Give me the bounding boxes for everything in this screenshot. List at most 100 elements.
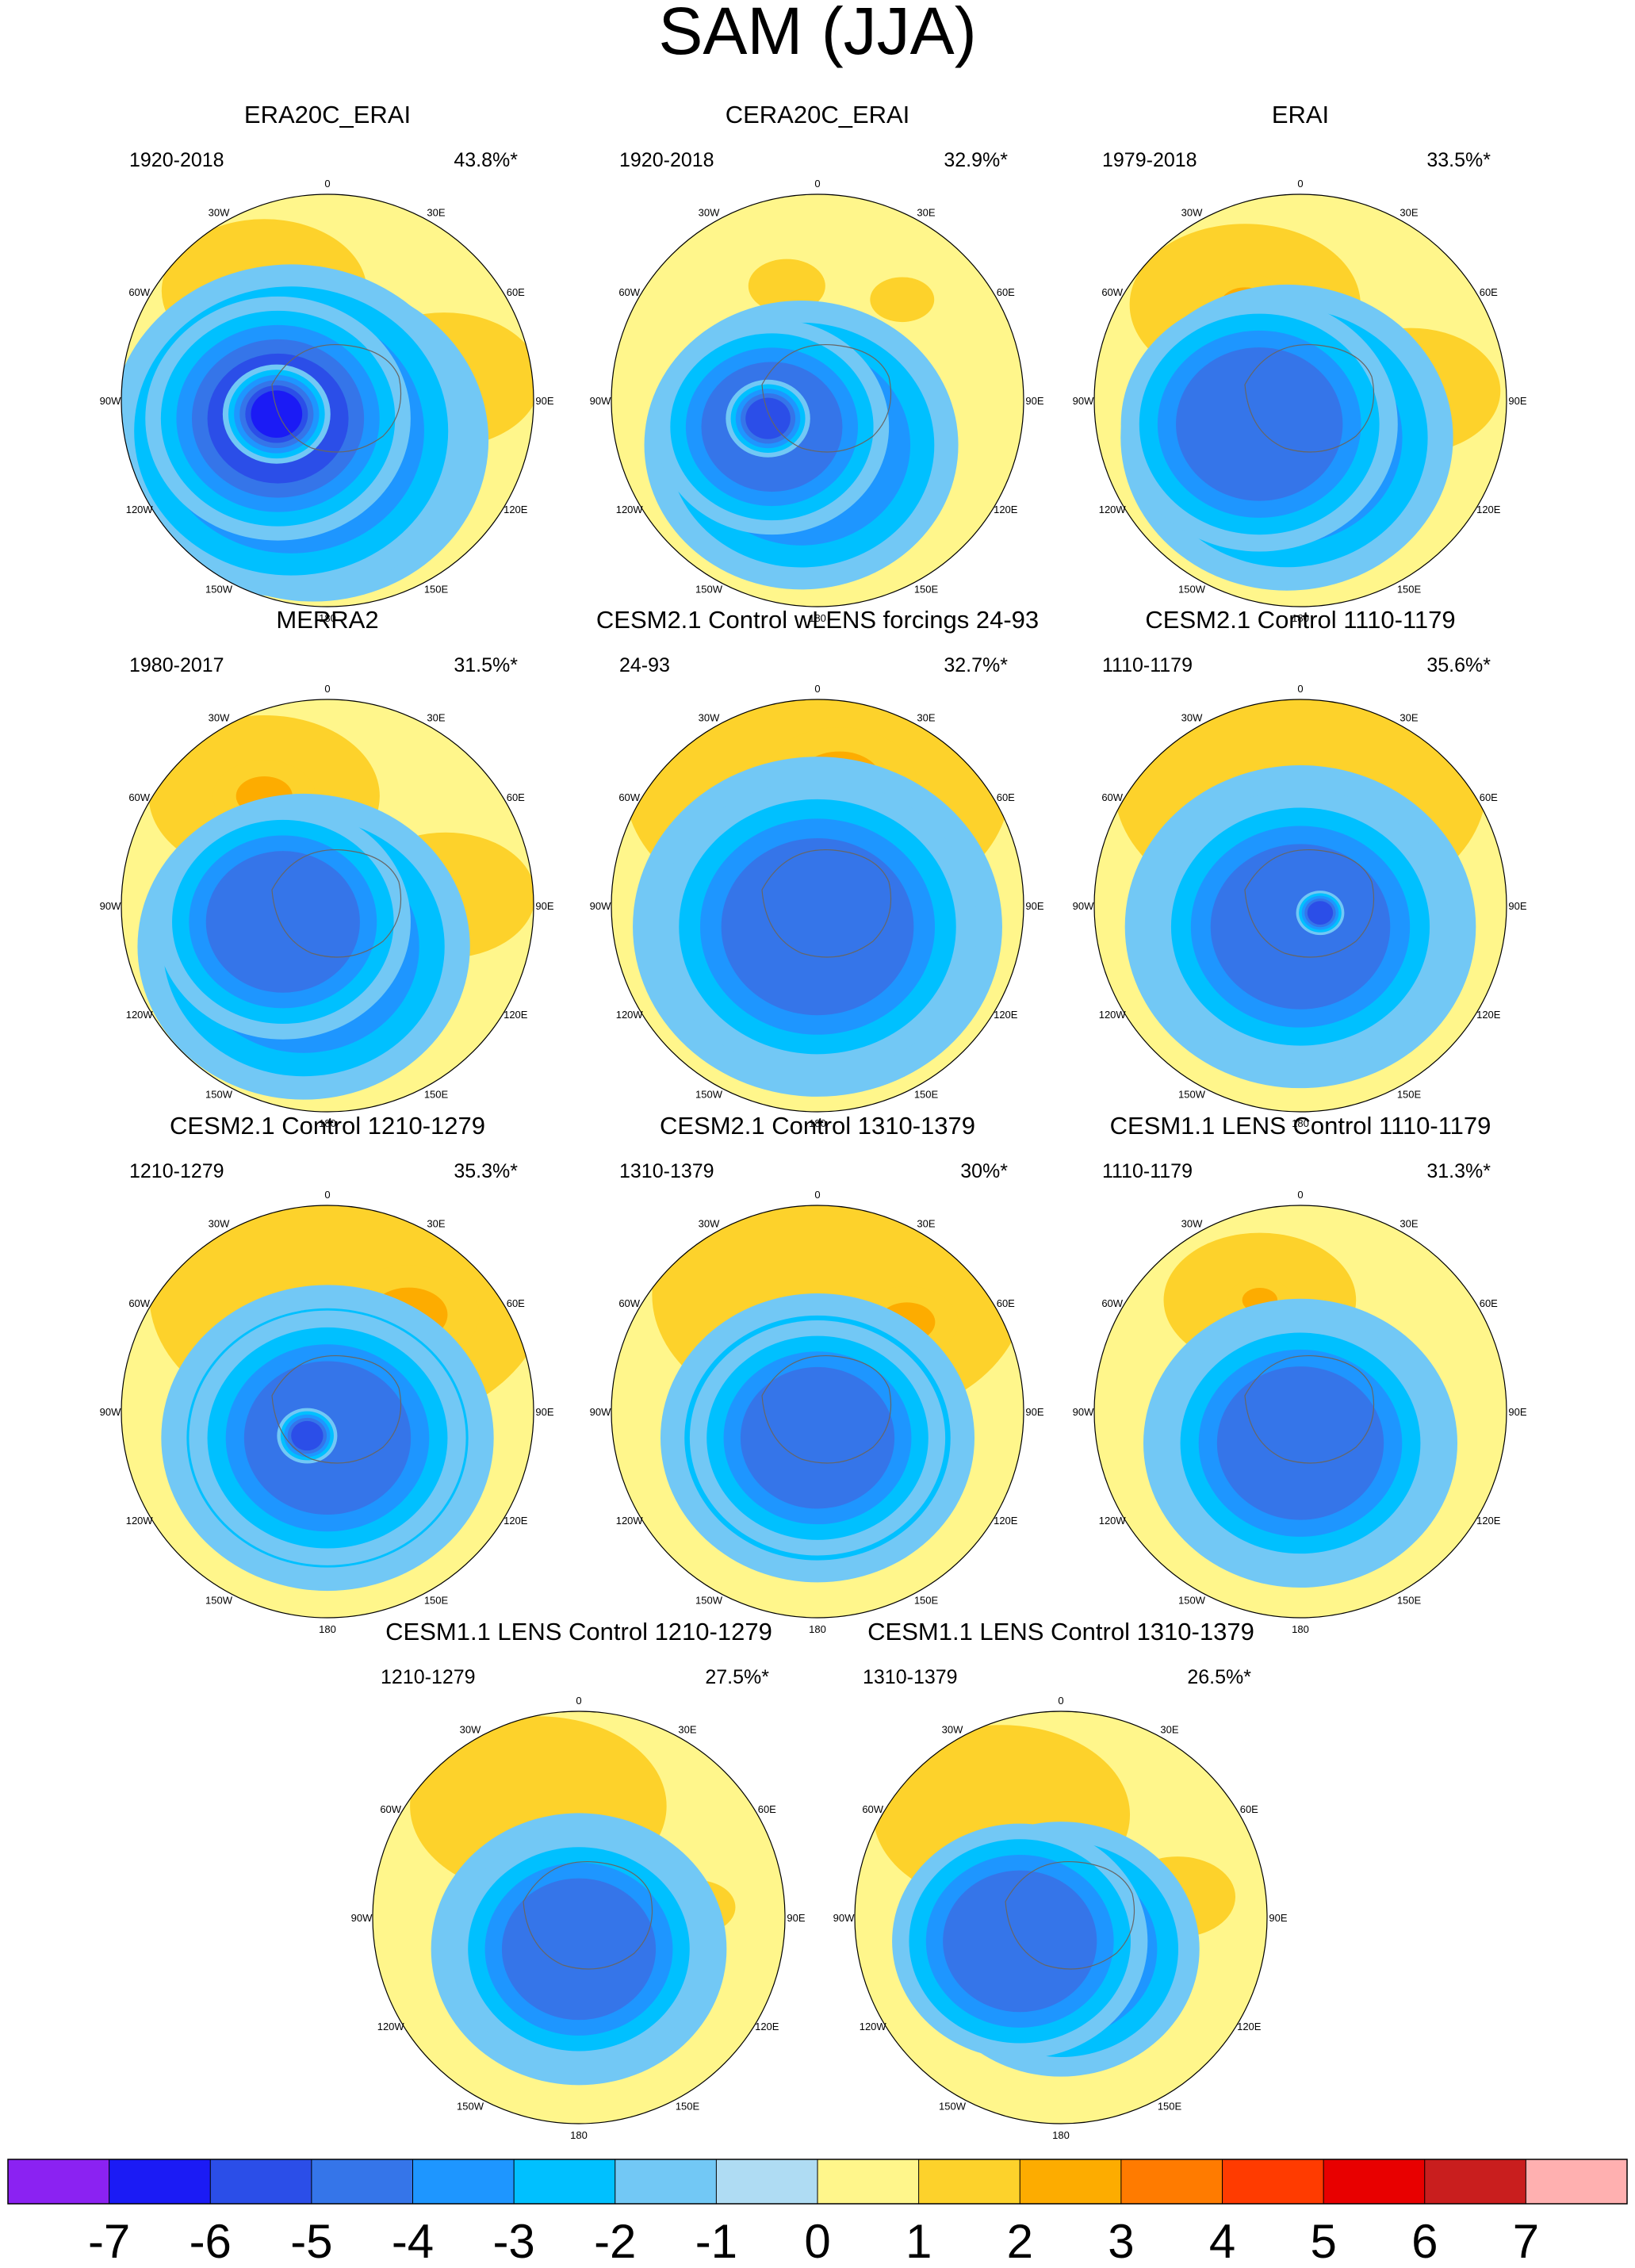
colorbar-swatch — [1222, 2159, 1324, 2204]
longitude-label: 120W — [1099, 504, 1127, 515]
longitude-label: 120W — [377, 2021, 405, 2032]
longitude-label: 30W — [699, 712, 720, 724]
panel-title: CESM2.1 Control wLENS forcings 24-93 — [596, 606, 1039, 634]
contour-band-positive — [748, 259, 825, 313]
map-border — [372, 1711, 786, 2124]
longitude-label: 180 — [319, 1117, 336, 1129]
longitude-label: 30W — [209, 207, 230, 219]
contour-band-negative — [291, 1420, 324, 1451]
longitude-label: 60E — [1480, 791, 1498, 803]
map-panel: 0 30E 60E 90E 120E 150E 180 150W 120W 90W 60W 30W CE… — [590, 101, 1044, 624]
longitude-label: 90W — [351, 1912, 373, 1924]
panel-variance: 32.7%* — [944, 654, 1008, 676]
longitude-label: 180 — [319, 1623, 336, 1635]
map-border — [1093, 193, 1507, 607]
colorbar-tick-label: -4 — [392, 2215, 434, 2268]
longitude-label: 150W — [695, 1088, 723, 1100]
longitude-label: 30E — [427, 712, 445, 724]
longitude-label: 90E — [1508, 395, 1526, 407]
colorbar-tick-label: 5 — [1310, 2215, 1336, 2268]
longitude-label: 120E — [504, 504, 528, 515]
longitude-label: 60E — [1480, 1297, 1498, 1309]
longitude-label: 30E — [917, 1218, 935, 1230]
coastline-antarctica — [1244, 849, 1375, 958]
colorbar-tick-label: 1 — [906, 2215, 932, 2268]
contour-band-negative — [943, 1870, 1097, 2013]
longitude-label: 0 — [1297, 178, 1303, 190]
longitude-label: 150W — [205, 583, 233, 595]
panel-title: CESM2.1 Control 1110-1179 — [1145, 606, 1455, 634]
figure-title: SAM (JJA) — [658, 0, 976, 68]
longitude-label: 150E — [424, 1594, 449, 1606]
colorbar-tick-label: 4 — [1209, 2215, 1235, 2268]
longitude-label: 180 — [570, 2129, 588, 2141]
longitude-label: 120E — [994, 1515, 1018, 1527]
coastline-antarctica — [761, 1354, 892, 1464]
longitude-label: 60W — [618, 791, 640, 803]
longitude-label: 90W — [833, 1912, 855, 1924]
colorbar-swatch — [1424, 2159, 1526, 2204]
panel-title: MERRA2 — [276, 606, 378, 634]
map-border — [611, 193, 1024, 607]
longitude-label: 0 — [1297, 683, 1303, 695]
colorbar-tick-label: 7 — [1513, 2215, 1539, 2268]
map-panel: 0 30E 60E 90E 120E 150E 180 150W 120W 90W 60W 30W ER… — [1073, 101, 1527, 624]
longitude-label: 90W — [1073, 1406, 1094, 1418]
longitude-label: 30W — [1181, 712, 1203, 724]
longitude-label: 120E — [504, 1515, 528, 1527]
longitude-label: 90E — [1269, 1912, 1287, 1924]
longitude-label: 180 — [1052, 2129, 1070, 2141]
coastline-antarctica — [761, 849, 892, 958]
longitude-label: 120E — [1476, 504, 1501, 515]
longitude-label: 60E — [507, 1297, 525, 1309]
map-panel: 0 30E 60E 90E 120E 150E 180 150W 120W 90W 60W 30W CE… — [351, 1618, 806, 2141]
longitude-label: 150E — [1397, 583, 1422, 595]
map-panel: 0 30E 60E 90E 120E 150E 180 150W 120W 90W 60W 30W CE… — [833, 1618, 1288, 2141]
longitude-label: 90W — [590, 395, 611, 407]
longitude-label: 90W — [100, 1406, 121, 1418]
coastline-antarctica — [761, 343, 892, 453]
contour-fill-group — [137, 714, 534, 1100]
contour-fill-group — [1120, 224, 1501, 591]
colorbar-swatch — [210, 2159, 312, 2204]
contour-band-negative — [1176, 347, 1343, 501]
panel-period: 1110-1179 — [1102, 654, 1193, 676]
longitude-label: 150E — [914, 1088, 939, 1100]
colorbar-swatch — [412, 2159, 515, 2204]
longitude-label: 120E — [994, 1009, 1018, 1021]
longitude-label: 30E — [917, 712, 935, 724]
colorbar-swatch — [716, 2159, 818, 2204]
panel-period: 1920-2018 — [619, 149, 714, 171]
longitude-label: 60W — [128, 286, 150, 298]
map-border — [611, 699, 1024, 1113]
colorbar-tick-label: -3 — [492, 2215, 534, 2268]
longitude-label: 120E — [994, 504, 1018, 515]
contour-band-negative — [721, 837, 914, 1016]
longitude-label: 30E — [1400, 1218, 1418, 1230]
map-panel: 0 30E 60E 90E 120E 150E 180 150W 120W 90W 60W 30W ER… — [100, 101, 554, 624]
longitude-label: 60W — [1101, 286, 1123, 298]
longitude-label: 150W — [205, 1594, 233, 1606]
colorbar-tick-label: -7 — [88, 2215, 130, 2268]
panel-period: 1979-2018 — [1102, 149, 1197, 171]
panel-period: 1310-1379 — [863, 1666, 958, 1688]
panel-grid: 0 30E 60E 90E 120E 150E 180 150W 120W 90W 60W 30W ER… — [100, 101, 1527, 2141]
panel-title: ERA20C_ERAI — [244, 101, 411, 128]
longitude-label: 60E — [758, 1803, 776, 1815]
map-border — [121, 193, 534, 607]
panel-variance: 35.3%* — [454, 1160, 518, 1182]
panel-variance: 31.3%* — [1426, 1160, 1491, 1182]
longitude-label: 0 — [814, 683, 820, 695]
longitude-label: 150W — [457, 2100, 484, 2112]
colorbar-swatch — [615, 2159, 717, 2204]
coastline-antarctica — [1005, 1860, 1135, 1970]
coastline-antarctica — [523, 1860, 653, 1970]
map-border — [121, 1205, 534, 1619]
longitude-label: 0 — [324, 683, 330, 695]
colorbar-swatch — [109, 2159, 211, 2204]
panel-title: CESM1.1 LENS Control 1210-1279 — [385, 1618, 772, 1645]
panel-variance: 35.6%* — [1426, 654, 1491, 676]
longitude-label: 60E — [1240, 1803, 1258, 1815]
panel-title: CESM2.1 Control 1210-1279 — [170, 1112, 485, 1140]
longitude-label: 60W — [862, 1803, 883, 1815]
